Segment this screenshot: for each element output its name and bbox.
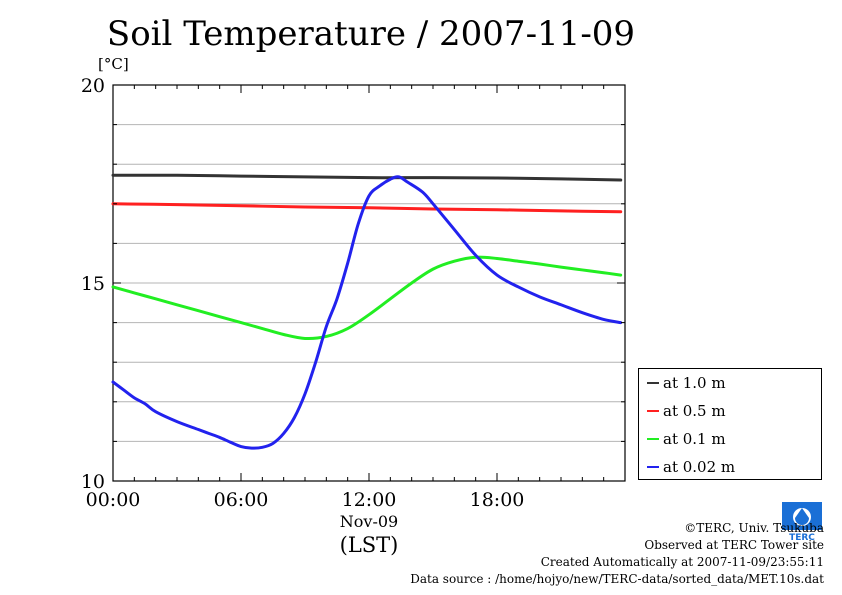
series-line-2 [111, 255, 623, 341]
terc-logo: TERC [782, 502, 822, 543]
legend-item: at 0.5 m [647, 401, 726, 421]
legend-label: at 0.1 m [663, 430, 726, 448]
x-axis-label: (LST) [340, 533, 399, 557]
legend-label: at 1.0 m [663, 374, 726, 392]
credit-created: Created Automatically at 2007-11-09/23:5… [540, 555, 824, 569]
credit-copyright: ©TERC, Univ. Tsukuba [684, 521, 824, 535]
x-tick-label: 06:00 [214, 489, 269, 511]
series-layer [111, 173, 623, 450]
svg-text:TERC: TERC [789, 533, 815, 542]
chart-title: Soil Temperature / 2007-11-09 [106, 14, 636, 54]
legend-swatch [647, 410, 659, 412]
x-tick-label: 12:00 [342, 489, 397, 511]
y-unit-label: [°C] [98, 55, 129, 73]
legend-swatch [647, 438, 659, 440]
series-line-0 [111, 173, 623, 182]
legend: at 1.0 m at 0.5 m at 0.1 m at 0.02 m [638, 368, 822, 480]
y-tick-label: 20 [81, 75, 105, 97]
legend-swatch [647, 466, 659, 468]
credit-source: Data source : /home/hojyo/new/TERC-data/… [410, 572, 824, 586]
y-tick-label: 15 [81, 273, 105, 295]
axis-ticks: 10 15 20 00:00 06:00 12:00 18:00 [81, 75, 626, 511]
grid-lines [113, 124, 625, 442]
series-line-1 [111, 202, 623, 214]
x-date-label: Nov-09 [340, 512, 398, 531]
legend-item: at 1.0 m [647, 373, 726, 393]
y-tick-label: 10 [81, 471, 105, 493]
x-tick-label: 18:00 [470, 489, 525, 511]
legend-label: at 0.5 m [663, 402, 726, 420]
legend-label: at 0.02 m [663, 458, 736, 476]
x-tick-label: 00:00 [86, 489, 141, 511]
legend-item: at 0.1 m [647, 429, 726, 449]
legend-swatch [647, 382, 659, 384]
credit-site: Observed at TERC Tower site [644, 538, 824, 552]
series-line-3 [111, 175, 623, 450]
legend-item: at 0.02 m [647, 457, 735, 477]
credits: ©TERC, Univ. Tsukuba Observed at TERC To… [410, 520, 824, 588]
